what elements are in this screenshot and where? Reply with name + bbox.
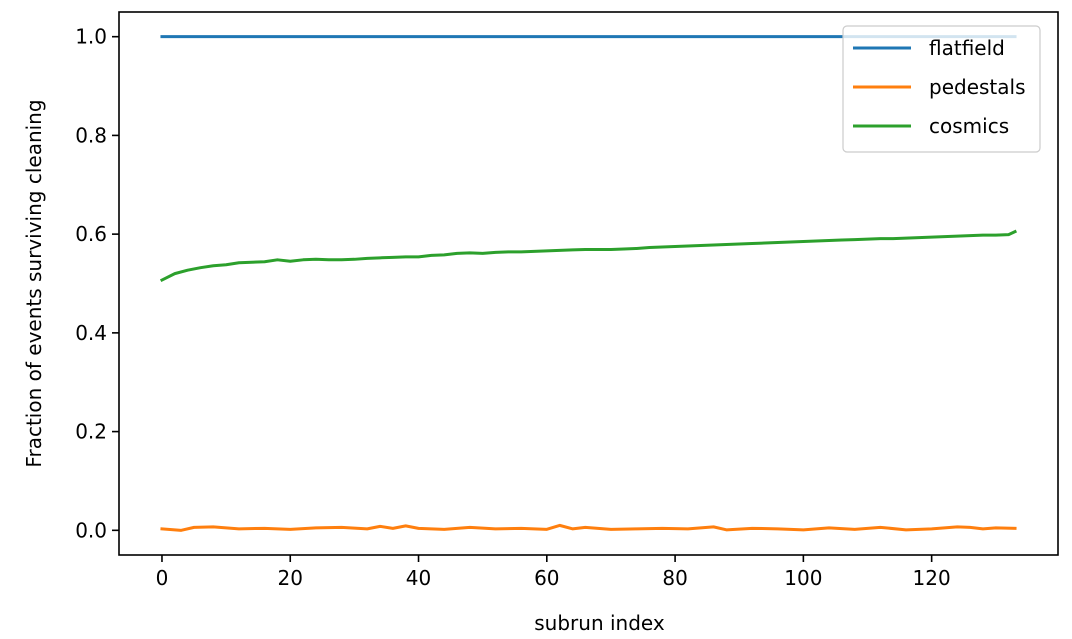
series-line-cosmics — [159, 229, 1018, 283]
x-tick-label: 60 — [534, 566, 559, 590]
plot-area: 0 20 40 60 80 100 120 0.0 0.2 0.4 0.6 0.8 1.0 flatfie… — [75, 11, 1059, 590]
y-axis-label: Fraction of events surviving cleaning — [22, 99, 46, 467]
legend-label-pedestals: pedestals — [929, 75, 1026, 99]
legend-label-cosmics: cosmics — [929, 114, 1009, 138]
y-tick-label: 0.0 — [75, 518, 107, 542]
y-tick-label: 0.2 — [75, 420, 107, 444]
x-tick-label: 120 — [913, 566, 951, 590]
y-tick-label: 0.4 — [75, 321, 107, 345]
x-tick-label: 0 — [156, 566, 169, 590]
axes-frame — [118, 11, 1059, 556]
x-tick-label: 20 — [278, 566, 303, 590]
x-axis-label: subrun index — [534, 611, 665, 635]
legend-label-flatfield: flatfield — [929, 36, 1005, 60]
x-tick-label: 100 — [784, 566, 822, 590]
y-tick-label: 0.6 — [75, 222, 107, 246]
series-line-pedestals — [160, 523, 1017, 532]
x-tick-label: 80 — [662, 566, 687, 590]
x-tick-label: 40 — [406, 566, 431, 590]
legend-box — [842, 25, 1041, 153]
y-tick-label: 0.8 — [75, 123, 107, 147]
y-tick-label: 1.0 — [75, 25, 107, 49]
